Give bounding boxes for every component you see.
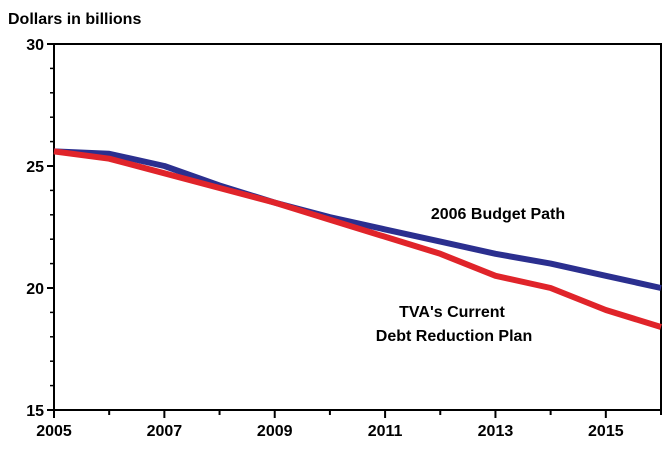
chart-axes: 15 20 25 30 2005 2007 2009 2011 2013 2015 [26,37,662,440]
plot-frame [53,43,662,411]
y-tick-label-20: 20 [26,281,44,298]
annotation-budget-path: 2006 Budget Path [431,206,565,223]
annotation-debt-plan-line-2: Debt Reduction Plan [376,328,532,345]
chart-series [53,148,662,330]
x-tick-label-2009: 2009 [257,423,293,440]
annotation-debt-plan-line-1: TVA's Current [399,304,505,321]
y-tick-label-30: 30 [26,37,44,54]
series-line-debt-reduction-plan [53,148,662,330]
series-line-budget-path [53,148,662,291]
x-tick-label-2005: 2005 [36,423,72,440]
x-tick-label-2013: 2013 [478,423,514,440]
y-tick-label-15: 15 [26,403,44,420]
y-tick-label-25: 25 [26,159,44,176]
chart-annotations: 2006 Budget Path TVA's Current Debt Redu… [376,206,565,345]
x-tick-label-2007: 2007 [147,423,183,440]
x-tick-label-2011: 2011 [368,423,403,440]
y-axis-title: Dollars in billions [8,11,141,28]
x-tick-label-2015: 2015 [588,423,624,440]
